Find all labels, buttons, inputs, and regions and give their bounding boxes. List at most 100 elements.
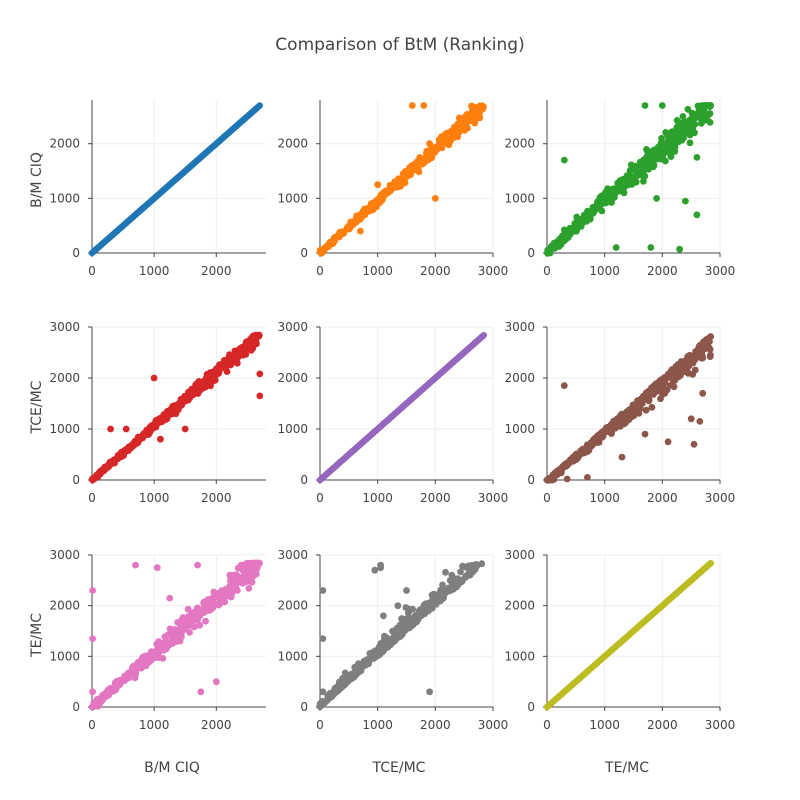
scatter-point: [648, 161, 656, 169]
y-tick-label: 2000: [49, 371, 80, 385]
scatter-point: [155, 648, 163, 656]
scatter-point: [120, 452, 127, 459]
scatter-point: [447, 134, 455, 142]
x-tick-label: 3000: [705, 264, 736, 278]
scatter-point: [428, 604, 436, 612]
x-tick-label: 0: [88, 491, 96, 505]
scatter-point: [340, 229, 347, 237]
scatter-point: [89, 587, 96, 594]
x-tick-label: 2000: [420, 264, 451, 278]
scatter-point: [186, 629, 194, 636]
scatter-point: [590, 208, 598, 215]
y-tick-label: 0: [300, 473, 308, 487]
scatter-point: [398, 621, 406, 628]
scatter-point: [612, 244, 620, 251]
scatter-point: [598, 207, 606, 215]
scatter-point: [439, 581, 446, 589]
scatter-point: [216, 601, 223, 608]
scatter-point: [650, 146, 658, 154]
y-tick-label: 0: [300, 700, 308, 714]
row-title-2: TCE/MC: [29, 380, 45, 434]
scatter-point: [455, 114, 463, 122]
scatter-point: [163, 641, 171, 649]
scatter-point: [382, 643, 390, 651]
scatter-point: [641, 102, 649, 109]
scatter-point: [358, 213, 365, 220]
scatter-point: [465, 562, 472, 570]
scatter-point: [316, 703, 324, 710]
scatter-point: [132, 439, 140, 447]
scatter-point: [198, 382, 206, 390]
scatter-point: [89, 635, 96, 642]
x-tick-label: 2000: [420, 491, 451, 505]
scatter-point: [408, 102, 416, 109]
scatter-point: [642, 406, 650, 414]
scatter-point: [232, 571, 240, 579]
scatter-point: [155, 638, 163, 645]
scatter-point: [426, 688, 433, 696]
scatter-point: [144, 655, 152, 663]
x-tick-label: 0: [88, 718, 96, 732]
scatter-point: [658, 102, 666, 109]
scatter-point: [122, 425, 130, 433]
x-tick-label: 1000: [589, 264, 620, 278]
scatter-point: [545, 247, 552, 255]
y-tick-label: 2000: [504, 599, 535, 613]
scatter-point: [193, 380, 200, 388]
y-tick-label: 2000: [49, 137, 80, 151]
scatter-point: [452, 575, 460, 583]
scatter-point: [164, 410, 172, 417]
y-tick-label: 1000: [49, 422, 80, 436]
scatter-point: [679, 113, 687, 120]
y-tick-label: 1000: [277, 649, 308, 663]
scatter-point: [686, 139, 694, 147]
scatter-point: [696, 418, 704, 425]
scatter-point: [430, 147, 438, 155]
scatter-point: [641, 430, 649, 438]
y-tick-label: 3000: [277, 320, 308, 334]
y-tick-label: 0: [72, 246, 80, 260]
x-tick-label: 2000: [647, 718, 678, 732]
scatter-point: [416, 154, 424, 161]
scatter-point: [319, 587, 327, 594]
y-tick-label: 1000: [277, 422, 308, 436]
y-tick-label: 1000: [504, 191, 535, 205]
scatter-point: [374, 181, 382, 189]
scatter-point: [196, 621, 204, 629]
scatter-point: [566, 459, 573, 466]
scatter-point: [565, 229, 573, 237]
scatter-point: [229, 354, 237, 361]
x-tick-label: 1000: [362, 264, 393, 278]
panels-group: 0 1000 2000 0 1000 2000 0 1000 2000 3000 0 1000 2000…: [49, 100, 735, 732]
scatter-point: [394, 602, 402, 610]
scatter-point: [690, 440, 698, 448]
x-tick-label: 3000: [705, 718, 736, 732]
panel-r2-c3: 0 1000 2000 3000 0 1000 2000 3000: [504, 320, 735, 505]
scatter-point: [459, 562, 466, 570]
y-tick-label: 3000: [504, 320, 535, 334]
scatter-point: [664, 136, 672, 144]
scatter-point: [555, 241, 562, 249]
scatter-point: [430, 590, 437, 598]
scatter-point: [678, 136, 686, 144]
scatter-point: [671, 132, 679, 140]
y-tick-label: 0: [72, 700, 80, 714]
scatter-point: [431, 195, 439, 202]
scatter-point: [130, 665, 138, 673]
scatter-point: [605, 428, 613, 435]
scatter-point: [589, 437, 597, 445]
scatter-point: [92, 699, 100, 706]
scatter-point: [422, 600, 430, 608]
chart-title: Comparison of BtM (Ranking): [275, 35, 524, 55]
scatter-point: [178, 624, 186, 632]
scatter-point: [603, 198, 611, 206]
scatter-point: [325, 694, 333, 702]
y-tick-label: 1000: [277, 191, 308, 205]
y-tick-label: 0: [527, 700, 535, 714]
scatter-point: [380, 612, 387, 620]
scatter-point: [227, 575, 235, 583]
y-tick-label: 1000: [504, 649, 535, 663]
scatter-point: [121, 446, 129, 454]
scatter-point: [680, 359, 688, 367]
scatter-point: [706, 119, 714, 126]
